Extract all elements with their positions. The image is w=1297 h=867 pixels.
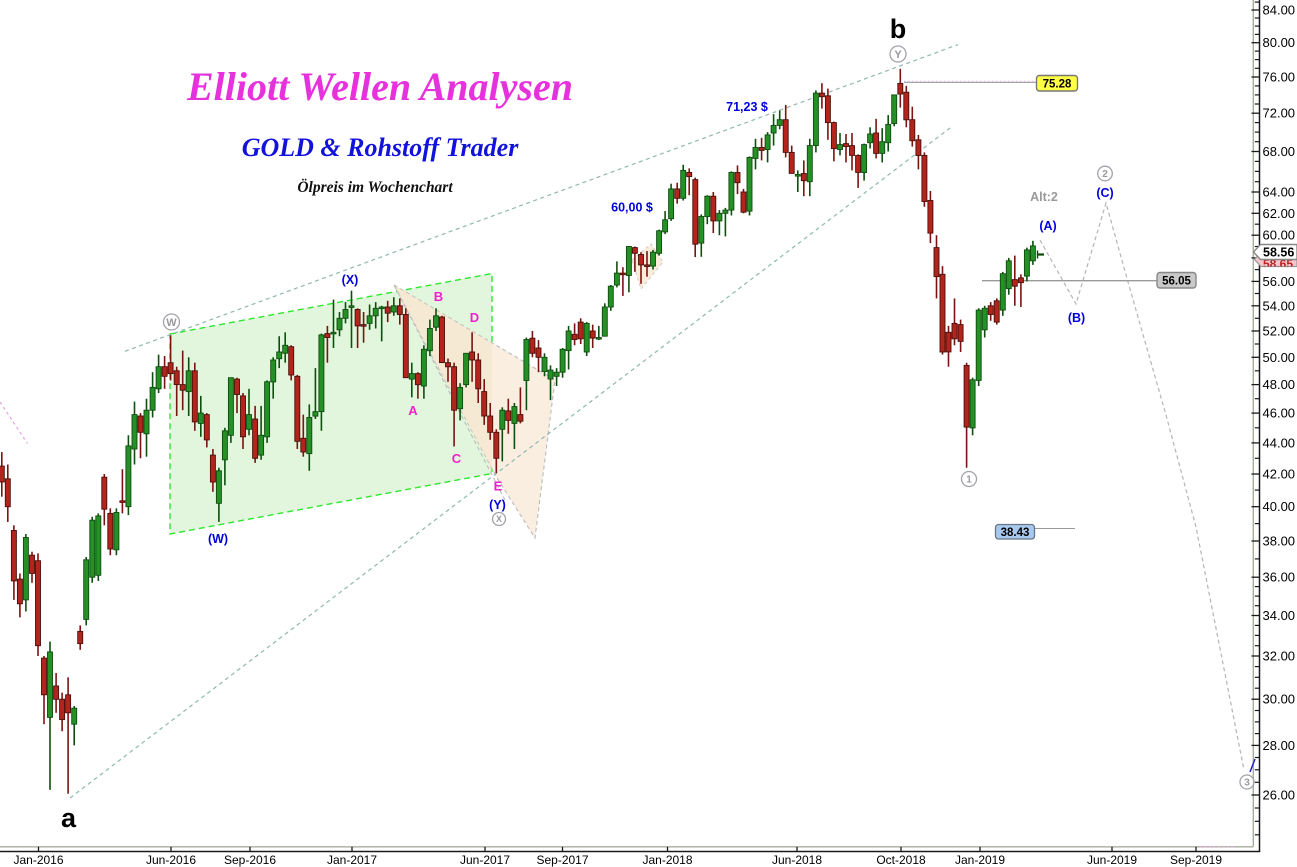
- svg-text:Jun-2018: Jun-2018: [772, 853, 822, 867]
- svg-text:Jun-2019: Jun-2019: [1087, 853, 1137, 867]
- svg-text:44.00: 44.00: [1263, 435, 1296, 450]
- svg-text:Sep-2016: Sep-2016: [224, 853, 276, 867]
- svg-text:80.00: 80.00: [1263, 35, 1296, 50]
- svg-text:(Y): (Y): [489, 498, 506, 512]
- svg-text:28.00: 28.00: [1263, 738, 1296, 753]
- svg-text:52.00: 52.00: [1263, 324, 1296, 339]
- svg-text:Jun-2016: Jun-2016: [146, 853, 196, 867]
- svg-text:76.00: 76.00: [1263, 70, 1296, 85]
- svg-text:(X): (X): [342, 273, 359, 287]
- svg-text:34.00: 34.00: [1263, 608, 1296, 623]
- svg-text:32.00: 32.00: [1263, 649, 1296, 664]
- svg-text:Y: Y: [894, 49, 902, 61]
- svg-text:40.00: 40.00: [1263, 499, 1296, 514]
- svg-text:56.00: 56.00: [1263, 274, 1296, 289]
- svg-text:Jun-2017: Jun-2017: [460, 853, 510, 867]
- svg-text:Jan-2016: Jan-2016: [13, 853, 63, 867]
- svg-text:56.05: 56.05: [1162, 276, 1191, 288]
- svg-text:(B): (B): [1068, 311, 1085, 325]
- svg-text:50.00: 50.00: [1263, 350, 1296, 365]
- svg-text:54.00: 54.00: [1263, 298, 1296, 313]
- svg-text:3: 3: [1244, 778, 1250, 789]
- svg-text:60.00: 60.00: [1263, 228, 1296, 243]
- svg-text:(A): (A): [1039, 219, 1056, 233]
- svg-text:48.00: 48.00: [1263, 377, 1296, 392]
- svg-text:1: 1: [966, 475, 972, 486]
- svg-text:26.00: 26.00: [1263, 788, 1296, 803]
- svg-text:58.65: 58.65: [1263, 257, 1293, 271]
- svg-text:30.00: 30.00: [1263, 692, 1296, 707]
- svg-text:Elliott Wellen Analysen: Elliott Wellen Analysen: [186, 64, 573, 109]
- svg-text:C: C: [452, 451, 462, 466]
- svg-text:(W): (W): [208, 532, 228, 546]
- svg-text:A: A: [408, 403, 418, 418]
- svg-text:Sep-2019: Sep-2019: [1170, 853, 1222, 867]
- svg-text:W: W: [166, 317, 177, 329]
- svg-text:E: E: [494, 479, 503, 494]
- svg-text:Jan-2018: Jan-2018: [642, 853, 692, 867]
- svg-text:60,00 $: 60,00 $: [611, 201, 653, 215]
- svg-text:64.00: 64.00: [1263, 185, 1296, 200]
- svg-text:Ölpreis im Wochenchart: Ölpreis im Wochenchart: [297, 179, 453, 196]
- svg-text:84.00: 84.00: [1263, 3, 1296, 18]
- svg-text:a: a: [61, 803, 77, 833]
- svg-text:Jan-2019: Jan-2019: [955, 853, 1005, 867]
- svg-text:(C): (C): [1096, 186, 1113, 200]
- svg-text:GOLD & Rohstoff Trader: GOLD & Rohstoff Trader: [242, 133, 520, 162]
- svg-text:B: B: [434, 289, 443, 304]
- svg-text:b: b: [890, 14, 907, 44]
- svg-text:36.00: 36.00: [1263, 570, 1296, 585]
- svg-text:X: X: [496, 514, 502, 524]
- svg-text:75.28: 75.28: [1043, 79, 1072, 91]
- svg-text:2: 2: [1102, 169, 1108, 180]
- svg-text:Jan-2017: Jan-2017: [327, 853, 377, 867]
- svg-text:Sep-2017: Sep-2017: [536, 853, 588, 867]
- svg-text:68.00: 68.00: [1263, 144, 1296, 159]
- svg-text:72.00: 72.00: [1263, 106, 1296, 121]
- svg-text:46.00: 46.00: [1263, 406, 1296, 421]
- svg-text:38.00: 38.00: [1263, 534, 1296, 549]
- svg-text:58.56: 58.56: [1263, 246, 1294, 260]
- svg-text:42.00: 42.00: [1263, 467, 1296, 482]
- svg-text:Oct-2018: Oct-2018: [876, 853, 926, 867]
- svg-text:D: D: [470, 310, 479, 325]
- svg-text:38.43: 38.43: [1001, 527, 1030, 539]
- svg-text:71,23 $: 71,23 $: [726, 100, 768, 114]
- svg-text:62.00: 62.00: [1263, 206, 1296, 221]
- svg-text:Alt:2: Alt:2: [1030, 190, 1058, 204]
